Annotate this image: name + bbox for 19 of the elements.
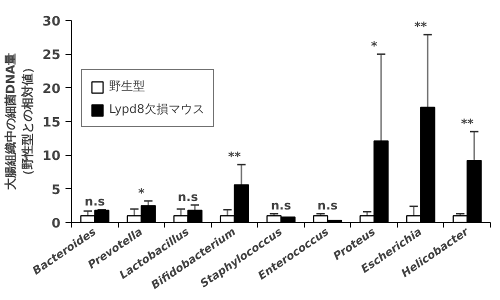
y-tick-label: 0 [51,216,60,232]
annotation: n.s [270,198,292,213]
y-tick-label: 20 [42,82,61,97]
annotation: ** [460,116,474,131]
annotation: n.s [84,194,105,209]
annotation: ** [414,20,428,34]
annotation: n.s [317,198,338,213]
y-tick-label: 25 [42,48,61,64]
annotation: * [370,39,378,54]
y-tick-label: 10 [42,149,61,164]
annotation: * [138,186,146,200]
y-tick-label: 30 [42,14,61,30]
legend-label: Lypd8欠損マウス [109,101,205,118]
y-tick-label: 5 [51,182,60,198]
legend-label: 野生型 [109,78,145,95]
y-axis-title: 大腸組織中の細菌DNA量（野性型との相対値） [4,52,34,190]
annotation: ** [228,150,242,164]
annotation: n.s [178,190,198,204]
y-tick-label: 15 [42,116,61,130]
